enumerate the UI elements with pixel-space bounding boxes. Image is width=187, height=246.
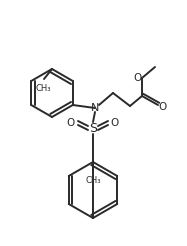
Text: CH₃: CH₃ [35,84,51,93]
Text: S: S [89,122,97,135]
Text: O: O [67,118,75,128]
Text: N: N [91,103,99,113]
Text: O: O [111,118,119,128]
Text: O: O [134,73,142,83]
Text: O: O [161,64,163,65]
Text: CH₃: CH₃ [85,176,101,185]
Text: O: O [159,102,167,112]
